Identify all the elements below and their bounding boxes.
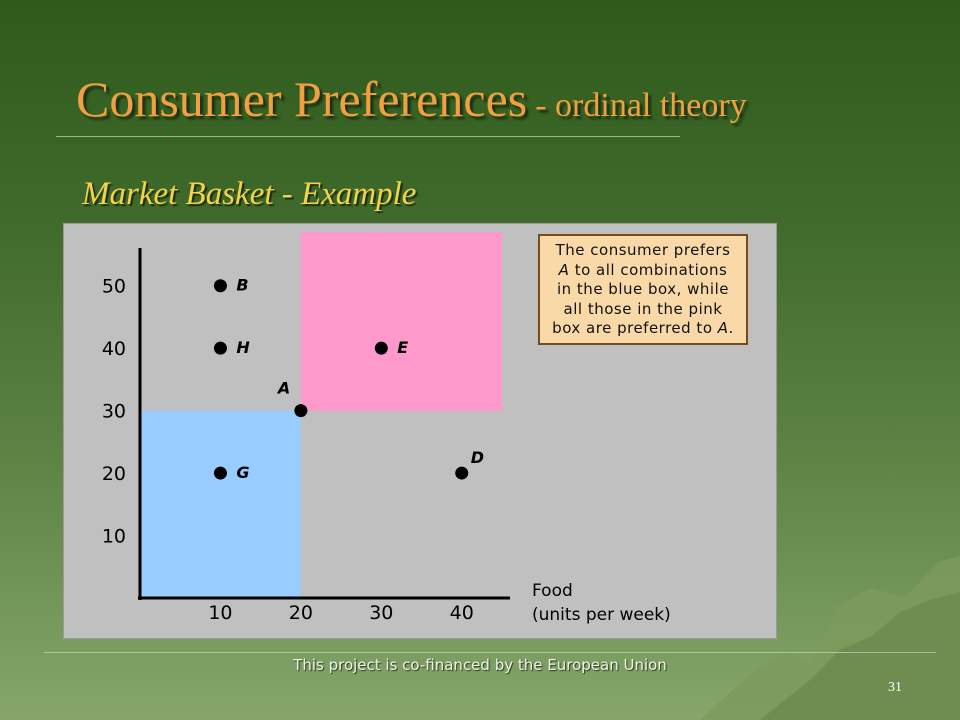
y-tick-label: 20 (102, 463, 126, 485)
x-axis-label: Food (532, 581, 573, 601)
point-label-h: H (236, 338, 250, 357)
y-tick-label: 50 (102, 276, 126, 298)
note-line: The consumer prefers (544, 241, 742, 261)
y-tick-label: 10 (102, 526, 126, 548)
note-line: A to all combinations (544, 261, 742, 281)
page-number: 31 (888, 680, 902, 695)
point-a (294, 404, 308, 418)
note-line: all those in the pink (544, 300, 742, 320)
slide-title: Consumer Preferences - ordinal theory (76, 70, 747, 128)
chart-panel: 10 20 30 40 50 10 20 30 40 Food (units per week) B H… (63, 223, 777, 639)
slide-subtitle: Market Basket - Example (82, 176, 417, 212)
y-tick-label: 40 (102, 338, 126, 360)
point-h (213, 341, 227, 355)
slide-title-sub: - ordinal theory (535, 87, 747, 124)
footer-divider (44, 652, 936, 653)
market-basket-chart: 10 20 30 40 50 10 20 30 40 Food (units per week) B H… (102, 232, 671, 625)
note-line-4: all those in the pink (563, 299, 723, 318)
pink-box (300, 232, 502, 411)
note-line-2: to all combinations (574, 260, 728, 279)
point-label-a: A (276, 379, 290, 398)
blue-box (140, 410, 301, 598)
note-line-3: in the blue box, while (556, 280, 729, 298)
y-tick-label: 30 (102, 401, 126, 423)
title-divider (56, 136, 680, 137)
x-tick-label: 20 (289, 602, 313, 624)
point-label-b: B (236, 276, 248, 295)
point-label-e: E (397, 338, 408, 357)
explanation-note: The consumer prefers A to all combinatio… (538, 234, 748, 345)
point-label-g: G (236, 463, 249, 482)
footer-text: This project is co-financed by the Europ… (293, 656, 667, 674)
note-point-a-end: A (717, 319, 729, 337)
point-label-d: D (471, 448, 484, 467)
x-tick-label: 30 (369, 602, 393, 624)
note-line: in the blue box, while (544, 280, 742, 300)
point-e (374, 341, 388, 355)
slide-title-main: Consumer Preferences (76, 71, 528, 127)
note-line-5: box are preferred to (552, 319, 718, 337)
point-g (213, 466, 227, 480)
note-point-a: A (558, 260, 570, 279)
point-b (213, 279, 227, 293)
x-tick-label: 10 (208, 602, 232, 624)
note-line: box are preferred to A. (552, 319, 734, 337)
point-d (455, 466, 469, 480)
x-axis-label: (units per week) (532, 605, 671, 625)
note-line-1: The consumer prefers (555, 241, 731, 259)
x-tick-label: 40 (450, 602, 474, 624)
